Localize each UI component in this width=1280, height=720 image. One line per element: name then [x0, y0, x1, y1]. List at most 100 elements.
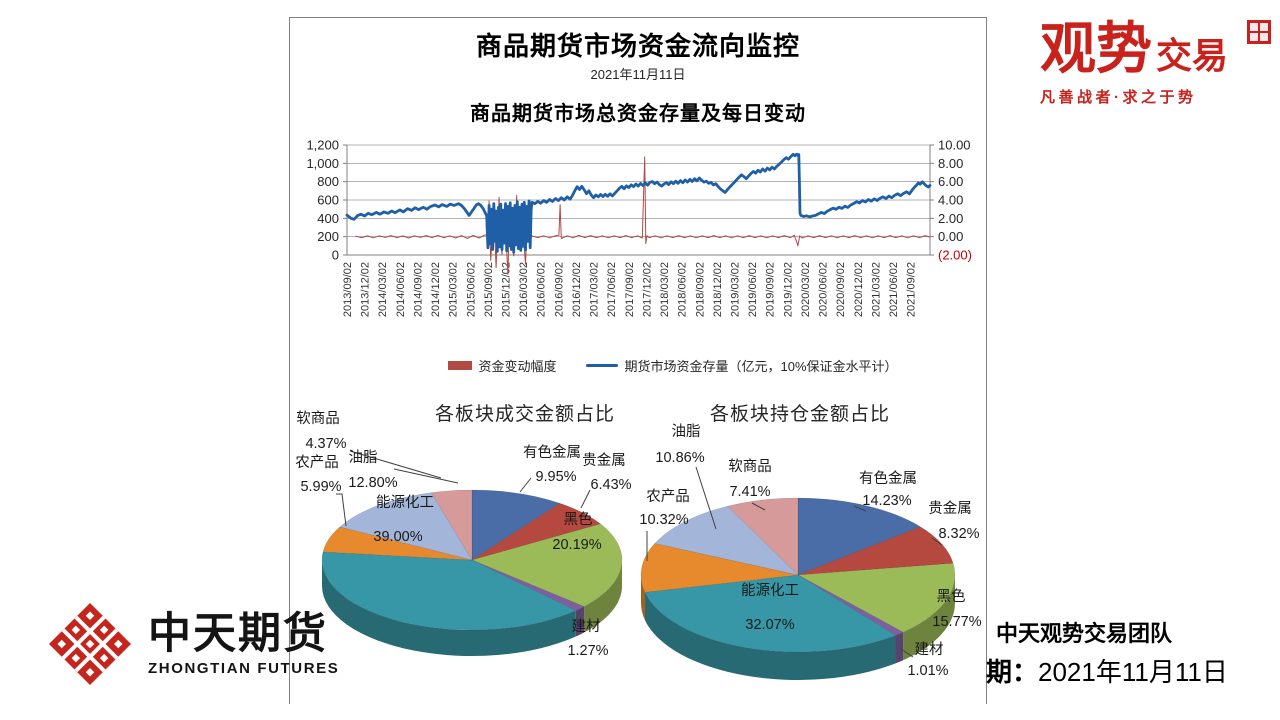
pie-slices [640, 497, 956, 653]
svg-text:1,200: 1,200 [306, 138, 339, 153]
pie-leader-lines [646, 466, 943, 658]
svg-text:2016/06/02: 2016/06/02 [536, 262, 548, 317]
pie-label-percent: 9.95% [535, 469, 576, 485]
pie-label-percent: 1.01% [907, 663, 948, 679]
pie-slice-黑色 [471, 523, 623, 607]
svg-text:2016/03/02: 2016/03/02 [518, 262, 530, 317]
pie-label-name: 有色金属 [523, 444, 581, 461]
report-date: 2021年11月11日 [590, 67, 686, 82]
zhongtian-wordmark: 中天期货 ZHONGTIAN FUTURES [148, 611, 339, 677]
pie-walls [322, 560, 622, 656]
svg-text:2014/12/02: 2014/12/02 [430, 262, 442, 317]
pie-slice-软商品 [430, 489, 473, 561]
svg-text:2021/03/02: 2021/03/02 [870, 262, 882, 317]
pie-wall-能源化工 [644, 592, 896, 680]
pie-label-name: 软商品 [728, 458, 772, 475]
pie-label-name: 油脂 [672, 423, 701, 440]
svg-text:2020/06/02: 2020/06/02 [818, 262, 830, 317]
pie-slice-有色金属 [471, 489, 561, 561]
legend-line-fund-stock [586, 363, 619, 368]
date-label: 期： [986, 657, 1039, 687]
pie-wall-黑色 [584, 560, 622, 633]
pie-label-name: 黑色 [937, 588, 966, 605]
svg-text:2.00: 2.00 [938, 211, 963, 226]
pie-label-name: 建材 [915, 641, 944, 658]
svg-text:2018/03/02: 2018/03/02 [659, 262, 671, 317]
pie-label-percent: 10.32% [639, 512, 688, 528]
svg-text:2017/03/02: 2017/03/02 [589, 262, 601, 317]
legend-swatch-fund-change [448, 361, 473, 370]
pie-slice-油脂 [654, 505, 799, 576]
pie-turnover-svg: 有色金属 9.95% 贵金属 6.43% 黑色 20.19% 建材 1.27% 能源化工 39.0… [295, 410, 631, 659]
pie-label-name: 油脂 [349, 449, 378, 466]
left-axis-labels: 0 200 400 600 800 1,000 1,200 [306, 138, 339, 263]
svg-text:2019/12/02: 2019/12/02 [782, 262, 794, 317]
svg-text:400: 400 [317, 211, 339, 226]
pie-label-percent: 20.19% [552, 537, 601, 553]
pie-wall-建材 [575, 606, 585, 637]
pie-slice-能源化工 [321, 551, 577, 631]
pie-slice-能源化工 [644, 574, 897, 653]
guanshi-name-main: 观势 [1040, 19, 1152, 81]
pie-label-name: 软商品 [296, 410, 340, 427]
svg-text:0.00: 0.00 [938, 229, 963, 244]
pie-label-name: 农产品 [295, 454, 339, 471]
pie-slices [321, 489, 623, 631]
pie-label-percent: 10.86% [655, 450, 704, 466]
pie-slice-软商品 [727, 497, 799, 576]
right-axis-labels: (2.00) 0.00 2.00 4.00 6.00 8.00 10.00 [938, 138, 972, 263]
pie-label-percent: 5.99% [300, 479, 341, 495]
svg-text:2021/06/02: 2021/06/02 [888, 262, 900, 317]
svg-text:600: 600 [317, 193, 339, 208]
svg-text:2021/09/02: 2021/09/02 [906, 262, 918, 317]
svg-text:2015/03/02: 2015/03/02 [448, 262, 460, 317]
pie-walls [641, 575, 955, 680]
svg-text:(2.00): (2.00) [938, 248, 972, 263]
pie-slice-农产品 [322, 526, 473, 561]
team-name: 中天观势交易团队 [996, 621, 1173, 646]
pie-label-name: 黑色 [564, 511, 593, 528]
svg-text:2015/09/02: 2015/09/02 [483, 262, 495, 317]
page-title: 商品期货市场资金流向监控 [475, 31, 800, 61]
pie-slice-油脂 [339, 492, 473, 561]
pie-slice-建材 [471, 559, 585, 611]
seal-stamp-icon [1247, 20, 1271, 44]
svg-text:2019/09/02: 2019/09/02 [765, 262, 777, 317]
svg-text:2015/06/02: 2015/06/02 [465, 262, 477, 317]
pie-wall-农产品 [641, 575, 645, 621]
zhongtian-name-cn: 中天期货 [148, 610, 328, 658]
pie-slice-有色金属 [797, 497, 921, 576]
svg-text:8.00: 8.00 [938, 156, 963, 171]
line-chart-legend: 资金变动幅度 期货市场资金存量（亿元，10%保证金水平计） [290, 356, 986, 375]
pie-right-title: 各板块持仓金额占比 [709, 404, 890, 425]
pie-label-percent: 14.23% [862, 493, 911, 509]
x-axis-labels: 2013/09/02 2013/12/02 2014/03/02 2014/06/02… [342, 262, 918, 317]
pie-wall-建材 [895, 632, 904, 664]
svg-text:2020/12/02: 2020/12/02 [853, 262, 865, 317]
pie-label-percent: 15.77% [932, 614, 981, 630]
svg-text:2016/09/02: 2016/09/02 [553, 262, 565, 317]
zhongtian-logo: 中天期货 ZHONGTIAN FUTURES [44, 598, 339, 690]
svg-text:2013/12/02: 2013/12/02 [360, 262, 372, 317]
svg-text:6.00: 6.00 [938, 174, 963, 189]
pie-slice-贵金属 [471, 502, 602, 561]
pie-leader-lines [336, 450, 591, 625]
svg-text:0: 0 [332, 248, 339, 263]
zhongtian-name-en: ZHONGTIAN FUTURES [148, 660, 340, 677]
svg-text:2013/09/02: 2013/09/02 [342, 262, 354, 317]
pie-wall-黑色 [903, 575, 955, 661]
svg-text:2020/03/02: 2020/03/02 [800, 262, 812, 317]
pie-label-percent: 6.43% [590, 477, 631, 493]
svg-text:2014/06/02: 2014/06/02 [395, 262, 407, 317]
guanshi-logo: 观势 交易 凡善战者·求之于势 [1040, 19, 1271, 107]
guanshi-wordmark: 观势 交易 [1040, 19, 1271, 81]
svg-text:2018/12/02: 2018/12/02 [712, 262, 724, 317]
svg-text:2019/03/02: 2019/03/02 [729, 262, 741, 317]
pie-label-name: 有色金属 [859, 470, 917, 487]
svg-text:1,000: 1,000 [306, 156, 339, 171]
svg-text:2017/12/02: 2017/12/02 [641, 262, 653, 317]
svg-text:2014/03/02: 2014/03/02 [377, 262, 389, 317]
svg-text:10.00: 10.00 [938, 138, 971, 153]
svg-text:800: 800 [317, 174, 339, 189]
